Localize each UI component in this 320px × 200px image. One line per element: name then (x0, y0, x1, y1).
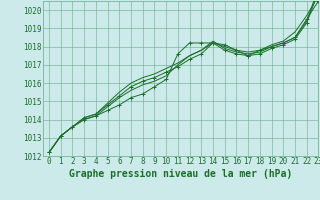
X-axis label: Graphe pression niveau de la mer (hPa): Graphe pression niveau de la mer (hPa) (69, 169, 292, 179)
